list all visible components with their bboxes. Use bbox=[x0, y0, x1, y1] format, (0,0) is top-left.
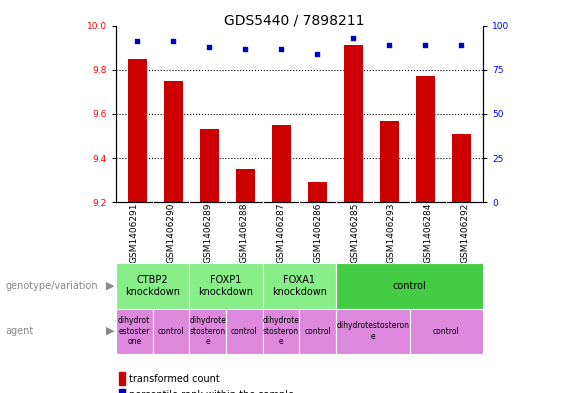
Bar bbox=[263, 309, 299, 354]
Text: GSM1406290: GSM1406290 bbox=[167, 203, 175, 263]
Text: GSM1406284: GSM1406284 bbox=[424, 203, 432, 263]
Bar bbox=[344, 46, 363, 202]
Text: GSM1406291: GSM1406291 bbox=[130, 203, 138, 263]
Point bbox=[457, 42, 466, 48]
Bar bbox=[226, 309, 263, 354]
Point bbox=[241, 45, 250, 51]
Point bbox=[277, 45, 286, 51]
Text: CTBP2
knockdown: CTBP2 knockdown bbox=[125, 275, 180, 297]
Point bbox=[349, 35, 358, 41]
Bar bbox=[236, 169, 255, 202]
Text: FOXP1
knockdown: FOXP1 knockdown bbox=[198, 275, 254, 297]
Text: dihydrote
stosteron
e: dihydrote stosteron e bbox=[263, 316, 299, 346]
Point bbox=[169, 38, 178, 44]
Bar bbox=[336, 309, 410, 354]
Text: percentile rank within the sample: percentile rank within the sample bbox=[129, 390, 294, 393]
Text: dihydrotestosteron
e: dihydrotestosteron e bbox=[336, 321, 410, 341]
Text: GSM1406292: GSM1406292 bbox=[460, 203, 469, 263]
Text: ▶: ▶ bbox=[106, 281, 115, 291]
Bar bbox=[128, 59, 147, 202]
Text: GSM1406288: GSM1406288 bbox=[240, 203, 249, 263]
Text: control: control bbox=[433, 327, 460, 336]
Bar bbox=[189, 263, 263, 309]
Text: GSM1406285: GSM1406285 bbox=[350, 203, 359, 263]
Text: GSM1406289: GSM1406289 bbox=[203, 203, 212, 263]
Bar bbox=[199, 129, 219, 202]
Bar bbox=[272, 125, 292, 202]
Text: GSM1406286: GSM1406286 bbox=[314, 203, 322, 263]
Text: ▶: ▶ bbox=[106, 326, 115, 336]
Bar bbox=[263, 263, 336, 309]
Bar bbox=[451, 134, 471, 202]
Text: GSM1406293: GSM1406293 bbox=[387, 203, 396, 263]
Bar bbox=[307, 182, 327, 202]
Text: dihydrote
stosteron
e: dihydrote stosteron e bbox=[189, 316, 226, 346]
Text: control: control bbox=[305, 327, 331, 336]
Point bbox=[133, 38, 142, 44]
Bar bbox=[380, 121, 399, 202]
Bar bbox=[299, 309, 336, 354]
Text: agent: agent bbox=[6, 326, 34, 336]
Text: GSM1406287: GSM1406287 bbox=[277, 203, 285, 263]
Text: dihydrot
estoster
one: dihydrot estoster one bbox=[118, 316, 150, 346]
Bar bbox=[163, 81, 183, 202]
Point bbox=[205, 44, 214, 50]
Bar bbox=[410, 309, 483, 354]
Text: GDS5440 / 7898211: GDS5440 / 7898211 bbox=[224, 14, 364, 28]
Bar bbox=[116, 263, 189, 309]
Text: control: control bbox=[158, 327, 184, 336]
Text: transformed count: transformed count bbox=[129, 374, 220, 384]
Point bbox=[313, 51, 322, 57]
Bar bbox=[153, 309, 189, 354]
Text: control: control bbox=[393, 281, 427, 291]
Bar bbox=[189, 309, 226, 354]
Text: genotype/variation: genotype/variation bbox=[6, 281, 98, 291]
Bar bbox=[416, 76, 436, 202]
Bar bbox=[119, 389, 125, 393]
Point bbox=[385, 42, 394, 48]
Bar bbox=[119, 372, 125, 385]
Bar bbox=[336, 263, 483, 309]
Text: control: control bbox=[231, 327, 258, 336]
Bar bbox=[116, 309, 153, 354]
Text: FOXA1
knockdown: FOXA1 knockdown bbox=[272, 275, 327, 297]
Point bbox=[421, 42, 430, 48]
